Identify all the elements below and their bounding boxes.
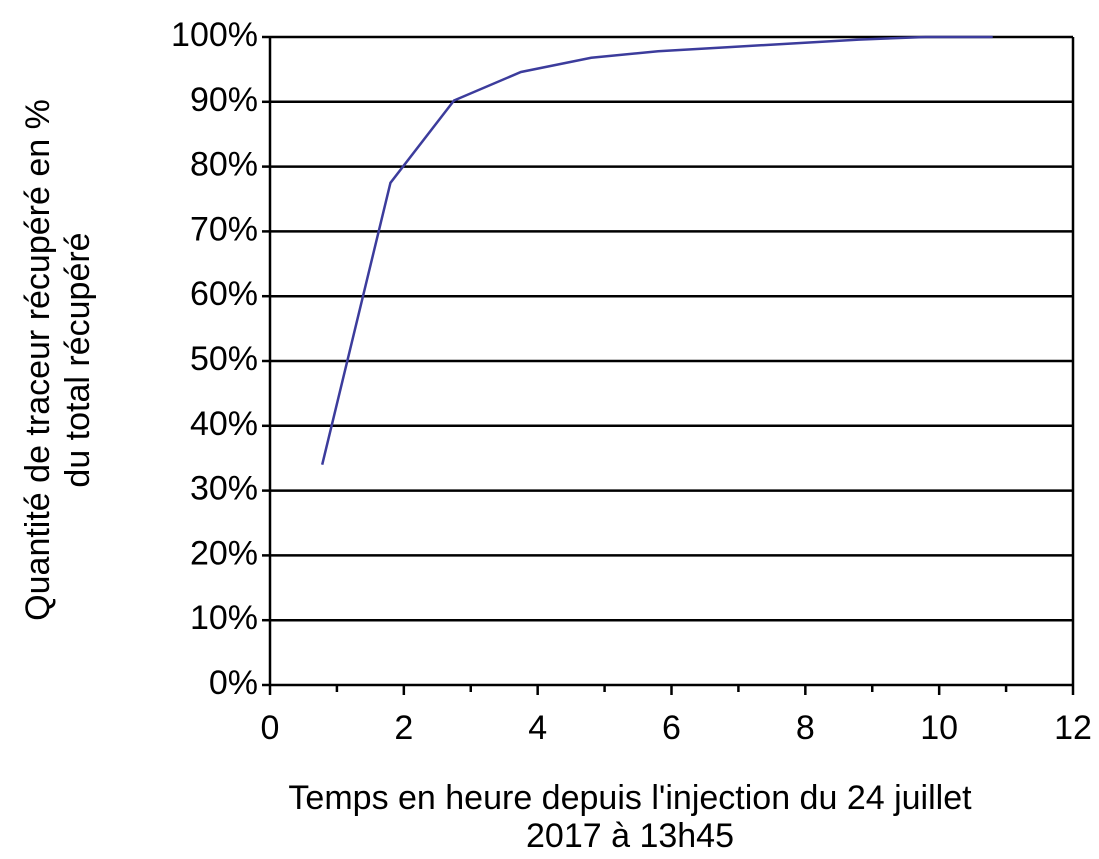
x-tick-label: 8 (796, 709, 815, 747)
y-tick-label: 60% (190, 275, 258, 313)
x-tick-label: 2 (394, 709, 413, 747)
y-tick-label: 90% (190, 81, 258, 119)
y-tick-label: 50% (190, 340, 258, 378)
y-tick-label: 20% (190, 534, 258, 572)
y-tick-label: 30% (190, 470, 258, 508)
y-axis-label: Quantité de traceur récupéré en % (19, 99, 57, 621)
x-axis-label: Temps en heure depuis l'injection du 24 … (288, 779, 972, 817)
x-tick-label: 10 (920, 709, 958, 747)
y-tick-label: 0% (209, 664, 258, 702)
y-axis-label: du total récupéré (59, 232, 97, 487)
x-tick-label: 12 (1054, 709, 1092, 747)
y-tick-label: 70% (190, 210, 258, 248)
x-tick-label: 0 (261, 709, 280, 747)
data-line (320, 35, 993, 465)
x-axis-label: 2017 à 13h45 (526, 817, 734, 855)
x-tick-label: 4 (528, 709, 547, 747)
y-tick-label: 100% (171, 16, 258, 54)
y-tick-label: 40% (190, 405, 258, 443)
y-tick-label: 80% (190, 146, 258, 184)
x-tick-label: 6 (662, 709, 681, 747)
y-tick-label: 10% (190, 599, 258, 637)
